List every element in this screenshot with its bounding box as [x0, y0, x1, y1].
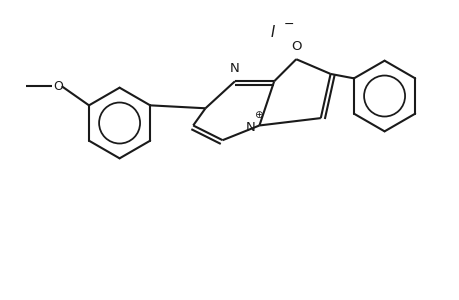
- Text: N: N: [245, 122, 255, 134]
- Text: N: N: [230, 62, 239, 75]
- Text: ⊕: ⊕: [253, 110, 262, 120]
- Text: −: −: [283, 18, 293, 32]
- Text: I: I: [270, 25, 275, 40]
- Text: O: O: [53, 80, 63, 93]
- Text: O: O: [291, 40, 302, 53]
